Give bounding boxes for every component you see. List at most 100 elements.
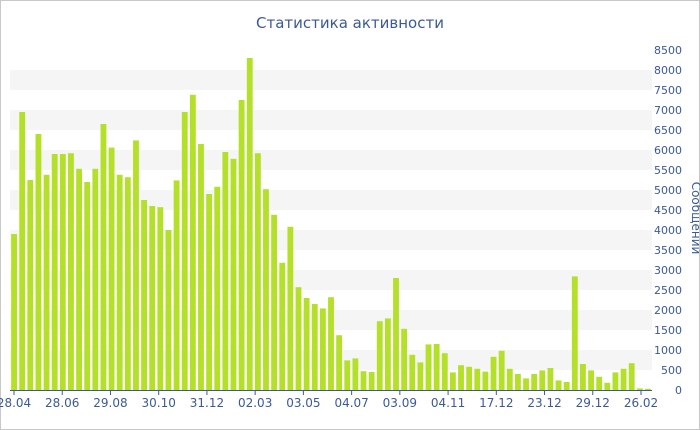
bar (514, 374, 521, 390)
bar (108, 147, 115, 390)
bar (612, 372, 619, 390)
y-tick-label: 4500 (654, 204, 682, 217)
bar (19, 112, 26, 390)
bar (384, 318, 391, 390)
bar (230, 158, 237, 390)
bar (531, 374, 538, 390)
y-axis-ticks: 0 500 1000 1500 2000 2500 3000 3500 4000 4500 5000… (654, 44, 682, 397)
bar (11, 234, 17, 390)
bar (368, 372, 375, 390)
x-tick-label: 17.12 (479, 396, 513, 410)
bar (68, 153, 74, 390)
y-tick-label: 7000 (654, 104, 682, 117)
bar (417, 362, 424, 390)
bar (433, 344, 440, 390)
bar (92, 168, 99, 390)
bar (165, 230, 172, 390)
grid-band (10, 190, 652, 210)
bar (401, 328, 408, 390)
bar (222, 152, 229, 390)
bar (279, 262, 286, 390)
y-tick-label: 2500 (654, 284, 682, 297)
grid-band (10, 150, 652, 170)
bar-series (11, 58, 651, 391)
x-tick-label: 03.05 (286, 396, 320, 410)
bar (539, 370, 546, 390)
x-tick-label: 04.07 (334, 396, 368, 410)
y-tick-label: 6500 (654, 124, 682, 137)
x-tick-label: 23.12 (527, 396, 561, 410)
bar (149, 206, 156, 390)
bar (563, 382, 570, 390)
x-tick-label: 28.06 (45, 396, 79, 410)
bar (441, 353, 448, 390)
grid-bands (10, 70, 652, 370)
y-tick-label: 5500 (654, 164, 682, 177)
bar (287, 226, 294, 390)
bar (100, 124, 107, 390)
bar (352, 358, 359, 390)
bar (620, 368, 627, 390)
bar (393, 278, 399, 390)
y-tick-label: 500 (661, 364, 682, 377)
bar (580, 364, 586, 390)
bar (303, 298, 310, 390)
bar (328, 297, 334, 390)
y-tick-label: 8500 (654, 44, 682, 57)
x-tick-label: 29.08 (93, 396, 127, 410)
y-tick-label: 6000 (654, 144, 682, 157)
y-axis-label: Сообщений (689, 182, 700, 255)
bar (604, 382, 611, 390)
x-tick-label: 26.02 (624, 396, 658, 410)
bar (214, 186, 221, 390)
grid-band (10, 70, 652, 90)
bar (141, 200, 148, 390)
bar (311, 304, 318, 390)
bar (173, 180, 180, 390)
bar (124, 177, 131, 390)
y-tick-label: 7500 (654, 84, 682, 97)
bar (133, 140, 139, 390)
bar (319, 308, 326, 390)
bar (628, 363, 635, 390)
bar (116, 174, 123, 390)
chart-title: Статистика активности (256, 14, 444, 32)
bar (498, 350, 505, 390)
bar (360, 371, 367, 390)
bar (84, 182, 91, 390)
bar (76, 168, 82, 390)
y-tick-label: 3000 (654, 264, 682, 277)
bar (271, 214, 278, 390)
bar (35, 134, 42, 390)
y-tick-label: 1500 (654, 324, 682, 337)
y-tick-label: 0 (675, 384, 682, 397)
bar (596, 376, 603, 390)
bar (344, 360, 351, 390)
bar (254, 153, 261, 390)
bar (523, 378, 529, 390)
bar (458, 365, 464, 390)
y-tick-label: 3500 (654, 244, 682, 257)
bar (206, 194, 213, 390)
bar (238, 100, 245, 390)
bar (588, 370, 594, 390)
bar (490, 356, 497, 390)
bar (425, 344, 432, 390)
y-tick-label: 5000 (654, 184, 682, 197)
bar (59, 154, 66, 390)
x-tick-label: 03.09 (383, 396, 417, 410)
bar (547, 368, 554, 390)
bar (198, 144, 204, 390)
grid-band (10, 110, 652, 130)
bar (449, 372, 456, 390)
x-axis-ticks: 28.04 28.06 29.08 30.10 31.12 02.03 03.05 04.07… (0, 390, 658, 410)
bar (645, 388, 651, 390)
y-tick-label: 4000 (654, 224, 682, 237)
x-tick-label: 31.12 (190, 396, 224, 410)
x-tick-label: 29.12 (576, 396, 610, 410)
x-tick-label: 30.10 (142, 396, 176, 410)
bar (295, 287, 302, 390)
y-tick-label: 8000 (654, 64, 682, 77)
bar (555, 380, 562, 390)
